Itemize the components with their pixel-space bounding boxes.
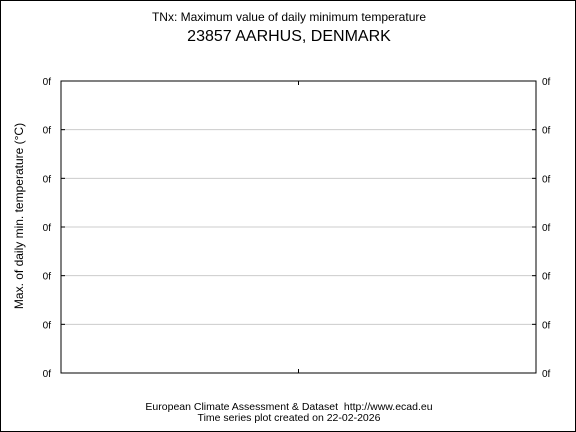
y-tick-label-right: 0f — [542, 320, 551, 331]
y-tick-label-right: 0f — [542, 77, 551, 88]
y-tick-label-right: 0f — [542, 223, 551, 234]
y-tick-label-left: 0f — [43, 320, 52, 331]
footer-source: European Climate Assessment & Dataset ht… — [145, 401, 433, 413]
y-tick-label-left: 0f — [43, 223, 52, 234]
chart-subtitle: 23857 AARHUS, DENMARK — [187, 28, 391, 45]
y-tick-label-left: 0f — [43, 174, 52, 185]
footer-created: Time series plot created on 22-02-2026 — [197, 412, 381, 424]
y-tick-label-left: 0f — [43, 77, 52, 88]
y-tick-label-left: 0f — [43, 369, 52, 380]
y-tick-label-right: 0f — [542, 174, 551, 185]
chart-title: TNx: Maximum value of daily minimum temp… — [151, 10, 427, 24]
y-axis-label: Max. of daily min. temperature (°C) — [12, 123, 26, 309]
axis-ticks — [61, 80, 536, 374]
y-tick-label-right: 0f — [542, 369, 551, 380]
y-tick-label-left: 0f — [43, 272, 52, 283]
y-tick-label-right: 0f — [542, 272, 551, 283]
y-axis-left-labels: 0f 0f 0f 0f 0f 0f 0f — [43, 77, 52, 380]
gridlines — [61, 129, 536, 325]
y-tick-label-left: 0f — [43, 126, 52, 137]
y-tick-label-right: 0f — [542, 126, 551, 137]
y-axis-right-labels: 0f 0f 0f 0f 0f 0f 0f — [542, 77, 551, 380]
